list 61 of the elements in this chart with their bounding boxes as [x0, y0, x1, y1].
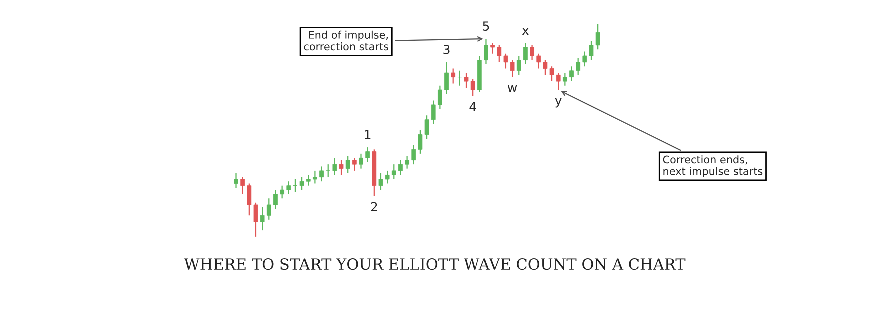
- annotation: 5: [483, 22, 490, 32]
- candlestick: [497, 44, 502, 63]
- text: Correction ends, next impulse starts: [663, 156, 763, 178]
- candlestick: [412, 144, 416, 166]
- candlestick: [405, 156, 410, 170]
- candlestick: [280, 185, 284, 200]
- candlestick: [582, 51, 588, 68]
- candlestick: [385, 170, 390, 184]
- candlestick: [339, 160, 344, 176]
- candlestick: [378, 172, 384, 191]
- candlestick: [484, 38, 488, 66]
- candlestick: [306, 174, 311, 186]
- candlestick: [536, 53, 542, 70]
- candlestick: [451, 68, 456, 84]
- candlestick: [562, 72, 568, 86]
- candlestick: [234, 172, 238, 189]
- candlestick: [320, 166, 324, 182]
- candlestick: [392, 164, 396, 180]
- candlestick: [346, 156, 350, 174]
- candlestick: [470, 78, 476, 98]
- candlestick: [543, 60, 548, 76]
- candlestick: [464, 72, 469, 88]
- candlestick: [313, 170, 318, 184]
- candlestick: [589, 40, 594, 61]
- candlestick: [444, 62, 449, 95]
- candlestick: [504, 53, 508, 70]
- annotation: w: [508, 86, 518, 92]
- candlestick: [510, 60, 515, 78]
- candlestick: [247, 183, 252, 216]
- candlestick: [576, 58, 581, 76]
- annotation: End of impulse, correction starts: [304, 30, 389, 51]
- candlestick: [286, 181, 292, 195]
- candlestick: [438, 85, 442, 110]
- text: WHERE TO START YOUR ELLIOTT WAVE COUNT ON A CHART: [184, 258, 686, 270]
- candlestick: [274, 190, 278, 210]
- candlestick: [260, 206, 265, 232]
- candlestick: [596, 24, 600, 50]
- candlestick: [570, 66, 574, 82]
- annotation: 2: [371, 202, 378, 212]
- candlestick: [359, 153, 364, 170]
- candlestick: [300, 176, 304, 191]
- candlestick: [431, 100, 436, 125]
- candlestick: [266, 198, 272, 220]
- candlestick: [530, 44, 534, 61]
- candlestick: [556, 72, 561, 91]
- candlestick: [398, 160, 403, 176]
- candlestick: [366, 146, 370, 163]
- candlestick: [240, 176, 246, 195]
- candlestick: [524, 42, 528, 66]
- candlestick: [332, 158, 338, 176]
- candlestick: [550, 66, 554, 82]
- candlestick: [254, 202, 258, 237]
- annotation: x: [522, 28, 529, 36]
- candlestick: [352, 158, 357, 172]
- annotation: y: [555, 98, 562, 108]
- annotation: 1: [365, 130, 371, 140]
- candlestick: [490, 42, 495, 54]
- annotation: 3: [444, 44, 450, 54]
- candlestick: [516, 55, 522, 76]
- annotation: 4: [470, 102, 476, 112]
- candlestick: [326, 164, 331, 178]
